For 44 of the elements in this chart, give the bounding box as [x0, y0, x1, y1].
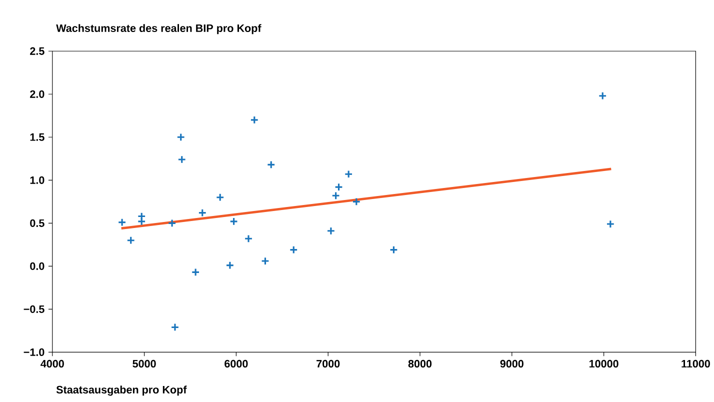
point: [230, 217, 238, 226]
x-tick-label: 8000: [408, 360, 432, 368]
point: [191, 268, 200, 276]
x-tick-label: 11000: [682, 360, 710, 368]
y-axis-title: Wachstumsrate des realen BIP pro Kopf: [56, 24, 262, 34]
point: [289, 246, 298, 254]
point: [226, 261, 234, 270]
x-tick-label: 9000: [500, 360, 524, 368]
point: [261, 256, 270, 266]
y-tick-label: 0.0: [30, 262, 44, 270]
x-tick-label: 10000: [589, 360, 618, 368]
point: [332, 191, 340, 200]
point: [216, 193, 224, 202]
point: [334, 182, 343, 192]
point: [137, 212, 146, 220]
x-tick-label: 7000: [316, 360, 340, 368]
point: [176, 132, 186, 142]
point: [266, 160, 276, 169]
point: [244, 234, 253, 243]
point: [352, 197, 361, 206]
point: [606, 220, 615, 228]
y-tick-label: 2.0: [30, 90, 44, 98]
point: [198, 208, 207, 218]
point: [168, 218, 176, 228]
y-tick-label: −0.5: [24, 305, 44, 313]
point: [389, 246, 398, 254]
x-tick-label: 4000: [40, 360, 64, 368]
point: [344, 170, 353, 178]
point: [250, 116, 259, 124]
point: [598, 92, 607, 100]
x-tick-label: 5000: [132, 360, 156, 368]
point: [326, 226, 336, 236]
y-tick-label: −1.0: [24, 348, 44, 356]
point: [178, 155, 186, 164]
y-tick-label: 1.0: [30, 176, 44, 184]
x-axis-title: Staatsausgaben pro Kopf: [56, 386, 187, 396]
y-tick-label: 1.5: [30, 133, 44, 141]
point: [170, 322, 180, 332]
point: [126, 236, 136, 245]
point: [118, 218, 126, 226]
x-tick-label: 6000: [224, 360, 248, 368]
y-tick-label: 0.5: [30, 219, 44, 227]
point: [137, 217, 146, 226]
y-tick-label: 2.5: [30, 47, 44, 55]
